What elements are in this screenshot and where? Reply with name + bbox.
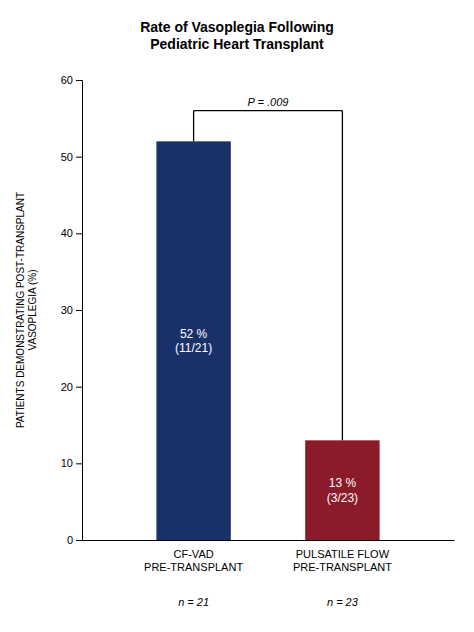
text-line: Pediatric Heart Transplant [150, 36, 324, 52]
text-line: (3/23) [327, 491, 358, 505]
tick-label: 20 [61, 381, 73, 393]
text-line: 52 % [180, 327, 208, 341]
text-line: CF-VAD [174, 548, 214, 560]
axis-line [83, 540, 455, 541]
text-line: PATIENTS DEMONSTRATING POST-TRANSPLANT [15, 192, 26, 428]
text-line: VASOPLEGIA (%) [27, 270, 38, 351]
n-label: n = 23 [327, 596, 359, 608]
axis-line [76, 81, 83, 541]
text-line: (11/21) [175, 341, 212, 355]
data-label: 52 %(11/21) [175, 327, 212, 355]
tick-mark [76, 157, 82, 158]
bar [156, 141, 230, 540]
title: Rate of Vasoplegia FollowingPediatric He… [140, 19, 334, 53]
tick: 30 [61, 304, 82, 316]
tick-label: 50 [61, 151, 73, 163]
bracket-line [342, 111, 343, 441]
bars [156, 141, 379, 540]
tick: 50 [61, 151, 82, 163]
n-label: n = 21 [178, 596, 209, 608]
tick-mark [76, 310, 82, 311]
tick: 10 [61, 457, 82, 469]
tick-mark [76, 463, 82, 464]
tick-label: 10 [61, 457, 73, 469]
bar [305, 440, 379, 540]
tick: 60 [61, 74, 82, 86]
tick-label: 40 [61, 227, 73, 239]
tick-label: 0 [67, 534, 73, 546]
n-labels: n = 21 n = 23 [178, 596, 359, 608]
tick-label: 30 [61, 304, 73, 316]
text-line: 13 % [329, 476, 357, 490]
tick-label: PULSATILE FLOWPRE-TRANSPLANT [293, 548, 392, 573]
significance-label: P = .009 [248, 96, 289, 108]
tick: 40 [61, 227, 82, 239]
y-axis-title: PATIENTS DEMONSTRATING POST-TRANSPLANTVA… [15, 192, 39, 428]
bracket-line [193, 111, 194, 142]
plot: 0102030405060CF-VADPRE-TRANSPLANTPULSATI… [61, 74, 455, 608]
tick-mark [76, 233, 82, 234]
tick-mark [76, 387, 82, 388]
x-axis: CF-VADPRE-TRANSPLANTPULSATILE FLOWPRE-TR… [83, 541, 455, 574]
data-labels: 52 %(11/21) 13 %(3/23) [175, 327, 358, 505]
tick-mark [76, 540, 82, 541]
bracket-line [194, 110, 343, 111]
tick-mark [76, 80, 82, 81]
text-line: Rate of Vasoplegia Following [140, 19, 334, 35]
text-line: PRE-TRANSPLANT [144, 561, 243, 573]
text-line: PRE-TRANSPLANT [293, 561, 392, 573]
tick: PULSATILE FLOWPRE-TRANSPLANT [293, 548, 392, 573]
data-label: 13 %(3/23) [327, 476, 358, 504]
y-axis: 0 10 20 30 40 50 60 [61, 74, 83, 546]
tick-label: CF-VADPRE-TRANSPLANT [144, 548, 243, 573]
tick: 0 [67, 534, 82, 546]
tick: CF-VADPRE-TRANSPLANT [144, 548, 243, 573]
tick: 20 [61, 381, 82, 393]
tick-label: 60 [61, 74, 73, 86]
chart: 0102030405060CF-VADPRE-TRANSPLANTPULSATI… [0, 0, 474, 632]
significance: P = .009 [194, 96, 343, 441]
text-line: PULSATILE FLOW [296, 548, 390, 560]
